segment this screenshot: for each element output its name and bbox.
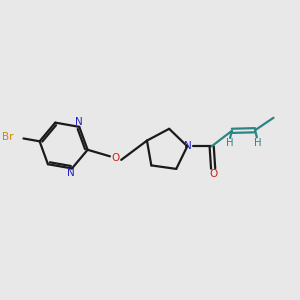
Text: O: O	[112, 153, 120, 163]
Text: Br: Br	[2, 132, 13, 142]
Text: H: H	[226, 138, 233, 148]
Text: N: N	[184, 141, 192, 151]
Text: H: H	[254, 138, 261, 148]
Text: N: N	[67, 168, 74, 178]
Text: O: O	[209, 169, 217, 179]
Text: N: N	[75, 117, 83, 128]
